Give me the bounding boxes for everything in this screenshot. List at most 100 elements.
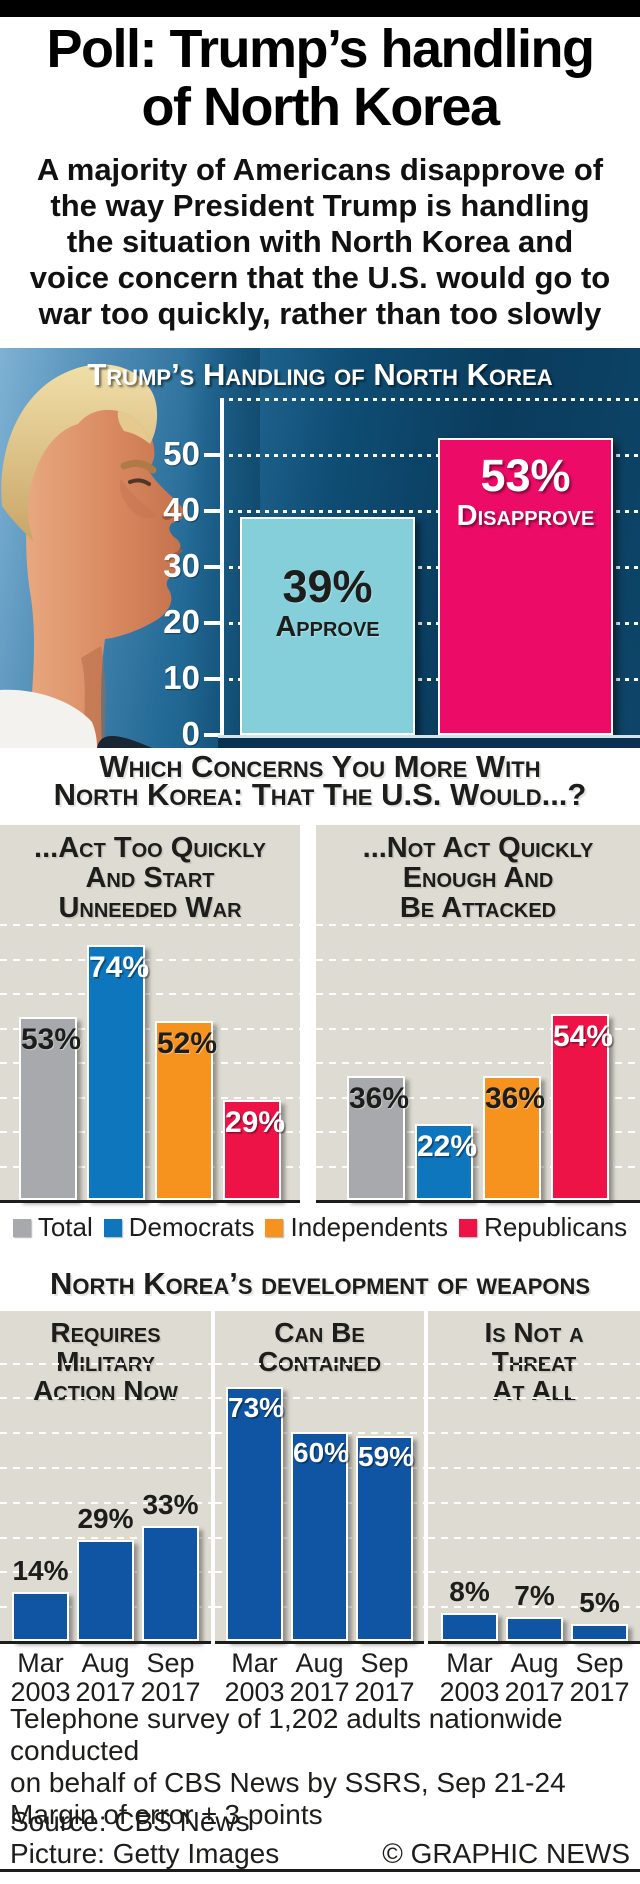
subtitle-line-1: A majority of Americans disapprove of [36, 152, 604, 187]
gridline-40pct [316, 1062, 640, 1064]
x-tick-label: Aug 2017 [73, 1649, 139, 1707]
bar-value-label: 8% [449, 1576, 490, 1607]
bar-sep-2017 [571, 1624, 628, 1641]
bar-aug-2017 [506, 1617, 563, 1641]
bar-value-label: 74% [89, 951, 150, 984]
gridline-40pct [428, 1502, 640, 1504]
subtitle-line-2: the way President Trump is handling [50, 188, 590, 223]
bar-sep-2017 [142, 1526, 199, 1641]
bar-value-label: 7% [514, 1580, 555, 1611]
y-tick-label-40: 40 [163, 491, 200, 528]
y-tick-0 [204, 733, 220, 737]
bar-independents: 36% [483, 1076, 545, 1200]
legend-swatch-republicans [459, 1218, 478, 1237]
title-line-2: Contained [257, 1346, 382, 1377]
gridline-30pct [428, 1537, 640, 1539]
concern-panel-2: ...Not Act Quickly Enough And Be Attacked 3… [316, 825, 640, 1203]
bar-approve: 39% Approve [240, 517, 415, 735]
gridline-80pct [428, 1363, 640, 1365]
year: 2017 [140, 1677, 201, 1707]
title-line-1: Requires [50, 1317, 161, 1348]
bar-sep-2017: 59% [356, 1436, 414, 1641]
title-line-3: At All [492, 1375, 576, 1406]
bar-value-label: 54% [553, 1020, 614, 1053]
gridline-30pct [0, 1097, 300, 1099]
x-tick-label: Mar 2003 [437, 1649, 503, 1707]
bar-value-label: 53% [480, 450, 571, 501]
x-axis [215, 1641, 424, 1644]
concern-question-line-2: North Korea: That The U.S. Would...? [53, 777, 587, 812]
legend-swatch-total [12, 1218, 31, 1237]
gridline-80pct [0, 924, 300, 926]
gridline-60pct [0, 993, 300, 995]
x-tick-label: Aug 2017 [502, 1649, 568, 1707]
concern-question-line-1: Which Concerns You More With [99, 749, 541, 784]
month: Aug [81, 1648, 130, 1678]
approval-chart: Trump’s Handling of North Korea 0 10 20 30 4… [0, 348, 640, 748]
gridline-60pct [428, 1432, 640, 1434]
bar-republicans: 54% [551, 1014, 614, 1200]
bar-mar-2003 [441, 1613, 498, 1641]
baseline [218, 735, 640, 738]
title-line-2: Military [56, 1346, 155, 1377]
month: Aug [295, 1648, 344, 1678]
weapons-chart-title: North Korea’s development of weapons [49, 1266, 591, 1301]
page-subtitle: A majority of Americans disapprove of the… [0, 152, 640, 332]
concern-panel-title: ...Not Act Quickly Enough And Be Attacked [316, 833, 640, 923]
y-tick-label-10: 10 [163, 659, 200, 696]
bar-value-label: 5% [579, 1587, 620, 1618]
title-line-3: Be Attacked [399, 892, 557, 924]
legend-swatch-independents [265, 1218, 284, 1237]
gridline-50pct [0, 1028, 300, 1030]
bottom-border [0, 1869, 640, 1872]
bar-total: 53% [19, 1017, 81, 1200]
concern-question: Which Concerns You More With North Korea:… [0, 749, 640, 812]
month: Sep [360, 1648, 409, 1678]
gridline-80pct [316, 924, 640, 926]
weapons-panel-title: Is Not a Threat At All [428, 1318, 640, 1405]
x-tick-label: Aug 2017 [287, 1649, 353, 1707]
bar-value-label: 60% [293, 1437, 350, 1468]
x-axis [0, 1641, 211, 1644]
gridline-50pct [220, 454, 640, 457]
weapons-panel-1: Requires Military Action Now 14% Mar 2003 29% A… [0, 1311, 211, 1707]
title-line-2: And Start [85, 862, 215, 894]
gridline-40pct [0, 1062, 300, 1064]
legend-item-independents: Independents [265, 1212, 448, 1243]
bar-value-label: 14% [12, 1555, 69, 1586]
year: 2017 [354, 1677, 415, 1707]
y-tick-30 [204, 565, 220, 569]
legend-item-total: Total [12, 1212, 93, 1243]
y-tick-40 [204, 509, 220, 513]
y-tick-50 [204, 453, 220, 457]
gridline-70pct [428, 1397, 640, 1399]
weapons-panel-3: Is Not a Threat At All 8% Mar 2003 7% Aug 2017 5%… [428, 1311, 640, 1707]
legend-label: Republicans [484, 1212, 628, 1242]
gridline-10pct [0, 1166, 300, 1168]
source-credit: Source: CBS News [10, 1806, 250, 1837]
gridline-80pct [0, 1363, 211, 1365]
page-title: Poll: Trump’s handling of North Korea [0, 20, 640, 136]
concern-panel-title: ...Act Too Quickly And Start Unneeded War [0, 833, 300, 923]
gridline-40pct [0, 1502, 211, 1504]
title-line-1: ...Not Act Quickly [362, 832, 594, 864]
month: Mar [231, 1648, 278, 1678]
trump-photo [0, 364, 185, 748]
subtitle-line-5: war too quickly, rather than too slowly [38, 296, 602, 331]
month: Aug [510, 1648, 559, 1678]
title-line-2: Threat [491, 1346, 577, 1377]
x-axis [0, 1200, 300, 1203]
x-tick-label: Mar 2003 [8, 1649, 74, 1707]
bar-value-label: 52% [157, 1027, 218, 1060]
y-tick-label-30: 30 [163, 547, 200, 584]
legend-item-democrats: Democrats [103, 1212, 254, 1243]
x-tick-label: Sep 2017 [567, 1649, 633, 1707]
y-tick-label-50: 50 [163, 435, 200, 472]
legend-item-republicans: Republicans [459, 1212, 627, 1243]
subtitle-line-4: voice concern that the U.S. would go to [29, 260, 611, 295]
bar-independents: 52% [155, 1021, 218, 1200]
gridline-60pct [220, 398, 640, 401]
bar-aug-2017: 60% [291, 1432, 350, 1641]
bar-value-label: 73% [228, 1392, 285, 1423]
